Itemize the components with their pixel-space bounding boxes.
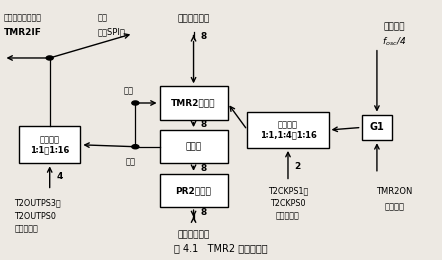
FancyBboxPatch shape (248, 112, 328, 148)
Circle shape (132, 101, 139, 105)
Text: 相等: 相等 (126, 157, 136, 166)
Text: PR2寄存器: PR2寄存器 (175, 186, 211, 195)
Text: 4: 4 (56, 172, 63, 181)
Text: 设置分频比: 设置分频比 (276, 212, 300, 221)
FancyBboxPatch shape (362, 115, 392, 140)
Text: 复位: 复位 (123, 86, 133, 95)
Text: TMR2IF: TMR2IF (4, 28, 42, 37)
FancyBboxPatch shape (160, 86, 228, 120)
Text: 8: 8 (200, 208, 206, 217)
Circle shape (46, 56, 53, 60)
Text: T2CKPS1：: T2CKPS1： (268, 186, 308, 195)
Text: 开关控制: 开关控制 (385, 203, 404, 212)
Text: T2OUTPS0: T2OUTPS0 (15, 212, 57, 221)
Text: T2OUTPS3：: T2OUTPS3： (15, 199, 61, 208)
Text: 后分频器
1∶1至1∶16: 后分频器 1∶1至1∶16 (30, 135, 69, 154)
Circle shape (132, 145, 139, 149)
Text: 内部数据总线: 内部数据总线 (177, 14, 210, 23)
Text: $f_{osc}$/4: $f_{osc}$/4 (382, 35, 407, 48)
Text: 内部数据总线: 内部数据总线 (177, 230, 210, 239)
Text: 8: 8 (200, 120, 206, 129)
Text: 8: 8 (200, 164, 206, 173)
Text: 图 4.1   TMR2 的内部结构: 图 4.1 TMR2 的内部结构 (174, 243, 268, 254)
Text: T2CKPS0: T2CKPS0 (270, 199, 306, 208)
Text: （至SPI）: （至SPI） (98, 28, 126, 37)
Text: G1: G1 (370, 122, 384, 132)
FancyBboxPatch shape (160, 174, 228, 207)
Text: 比较器: 比较器 (186, 142, 202, 151)
Text: 输出: 输出 (98, 14, 108, 23)
Text: TMR2寄存器: TMR2寄存器 (171, 99, 216, 107)
Text: 预分频器
1∶1,1∶4，1∶16: 预分频器 1∶1,1∶4，1∶16 (259, 120, 316, 140)
Text: 系统时钟: 系统时钟 (384, 23, 405, 32)
Text: 设置分频比: 设置分频比 (15, 225, 38, 233)
Text: TMR2ON: TMR2ON (376, 187, 413, 196)
Text: 2: 2 (294, 161, 301, 171)
Text: 设置标志位比较器: 设置标志位比较器 (4, 14, 42, 23)
FancyBboxPatch shape (19, 126, 80, 164)
FancyBboxPatch shape (160, 130, 228, 164)
Text: 8: 8 (200, 32, 206, 41)
